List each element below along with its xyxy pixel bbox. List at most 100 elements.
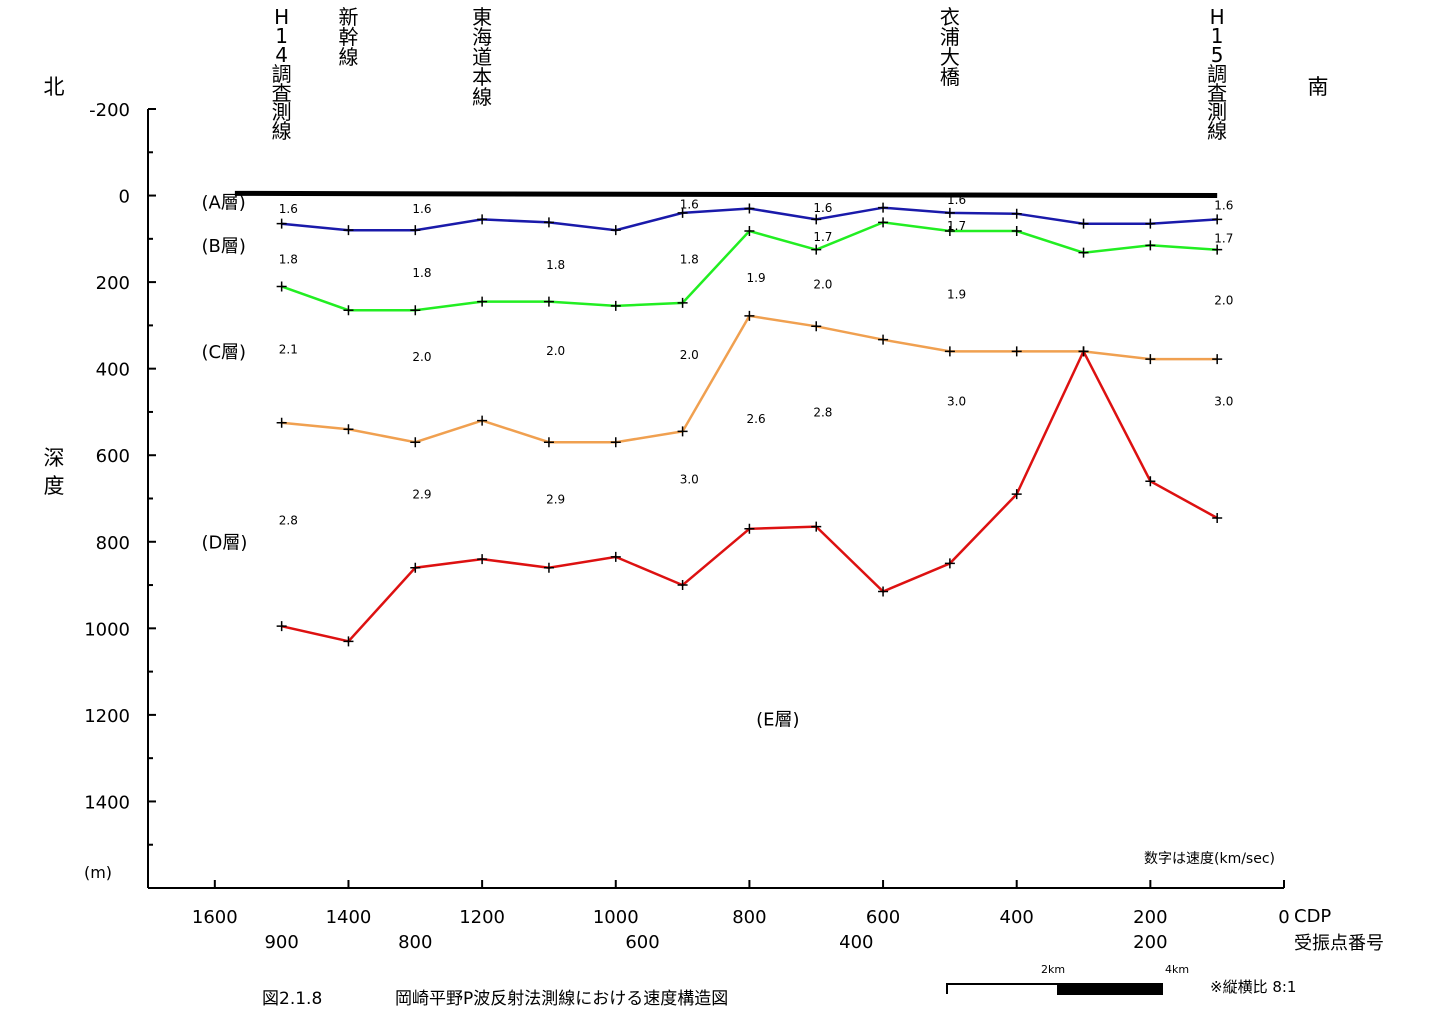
velocity-value: 2.8 <box>279 513 298 527</box>
data-point <box>1011 208 1022 219</box>
velocity-value: 2.9 <box>412 488 431 502</box>
velocity-value: 1.8 <box>412 266 431 280</box>
cdp-tick-label: 1400 <box>326 907 372 928</box>
data-point <box>1212 512 1223 523</box>
layer-label: (C層) <box>201 342 246 363</box>
velocity-value: 1.6 <box>1214 198 1233 212</box>
data-point <box>343 225 354 236</box>
shot-tick-label: 400 <box>839 932 873 953</box>
y-axis-unit: (m) <box>84 863 112 882</box>
data-point <box>610 437 621 448</box>
cdp-tick-label: 1000 <box>593 907 639 928</box>
scale-label-2km: 2km <box>1041 963 1065 976</box>
layer-label: (D層) <box>201 532 247 553</box>
data-point <box>543 296 554 307</box>
velocity-value: 1.6 <box>279 202 298 216</box>
data-point <box>410 305 421 316</box>
cdp-tick-label: 800 <box>732 907 766 928</box>
ground-surface <box>234 190 1218 199</box>
landmark-label: 東海道本線 <box>472 5 492 109</box>
velocity-value: 1.6 <box>412 202 431 216</box>
data-point <box>410 562 421 573</box>
velocity-value: 1.8 <box>680 253 699 267</box>
velocity-value: 1.6 <box>947 193 966 207</box>
data-point <box>744 310 755 321</box>
data-point <box>1011 226 1022 237</box>
data-point <box>1078 346 1089 357</box>
y-tick-label: 1000 <box>84 619 130 640</box>
y-axis-ticks: -200 0 200 400 600 800 1000 1200 1400 <box>84 100 156 846</box>
direction-north: 北 <box>44 75 65 99</box>
data-point <box>477 214 488 225</box>
cdp-tick-label: 1600 <box>192 907 238 928</box>
velocity-value: 2.0 <box>680 348 699 362</box>
velocity-value: 1.9 <box>947 288 966 302</box>
data-point <box>1212 354 1223 365</box>
velocity-value: 1.6 <box>813 201 832 215</box>
data-point <box>944 226 955 237</box>
layer-label: (B層) <box>201 236 245 257</box>
velocity-value: 1.8 <box>279 253 298 267</box>
data-point <box>276 281 287 292</box>
y-tick-label: 400 <box>96 360 130 381</box>
data-point <box>878 202 889 213</box>
velocity-value: 1.7 <box>813 230 832 244</box>
data-point <box>811 244 822 255</box>
layer-label: (A層) <box>201 193 245 214</box>
x-axis-label-cdp: CDP <box>1294 906 1331 927</box>
y-tick-label: 1400 <box>84 792 130 813</box>
cdp-tick-label: 200 <box>1133 907 1167 928</box>
velocity-value: 1.7 <box>947 219 966 233</box>
x-axis-label-shot: 受振点番号 <box>1294 933 1384 954</box>
data-point <box>410 225 421 236</box>
chart-title: 岡崎平野P波反射法測線における速度構造図 <box>395 989 728 1009</box>
series-lines <box>276 202 1223 647</box>
data-point <box>610 225 621 236</box>
data-point <box>878 217 889 228</box>
data-point <box>1145 354 1156 365</box>
data-point <box>1212 214 1223 225</box>
data-point <box>343 636 354 647</box>
velocity-value: 2.0 <box>813 278 832 292</box>
landmark-label: 新幹線 <box>338 5 358 69</box>
y-tick-label: 800 <box>96 533 130 554</box>
layer-labels: (A層) (B層) (C層) (D層) (E層) <box>201 193 799 731</box>
y-tick-label: 200 <box>96 273 130 294</box>
svg-text:東海道本線: 東海道本線 <box>472 5 492 109</box>
data-point <box>276 417 287 428</box>
data-point <box>944 558 955 569</box>
shot-tick-label: 200 <box>1133 932 1167 953</box>
velocity-value: 1.7 <box>1214 231 1233 245</box>
shot-tick-label: 800 <box>398 932 432 953</box>
y-tick-label: 1200 <box>84 706 130 727</box>
shot-tick-label: 600 <box>625 932 659 953</box>
layer-label: (E層) <box>756 710 799 731</box>
data-point <box>811 321 822 332</box>
data-point <box>543 217 554 228</box>
data-point <box>477 296 488 307</box>
cdp-tick-label: 600 <box>866 907 900 928</box>
y-tick-label: -200 <box>89 100 130 121</box>
landmark-label: H 1 4 調査測線 <box>272 5 292 143</box>
data-point <box>276 621 287 632</box>
cdp-tick-label: 400 <box>1000 907 1034 928</box>
velocity-value: 2.1 <box>279 343 298 357</box>
data-point <box>1011 346 1022 357</box>
velocity-value: 3.0 <box>1214 394 1233 408</box>
data-point <box>1011 489 1022 500</box>
landmark-label: 衣浦大橋 <box>940 5 960 89</box>
aspect-ratio-note: ※縦横比 8:1 <box>1210 978 1296 996</box>
cdp-tick-label: 1200 <box>459 907 505 928</box>
data-point <box>543 437 554 448</box>
data-point <box>610 300 621 311</box>
y-tick-label: 600 <box>96 446 130 467</box>
data-point <box>677 297 688 308</box>
data-point <box>276 218 287 229</box>
data-point <box>1145 218 1156 229</box>
landmark-labels: H 1 4 調査測線 新幹線 東海道本線 衣浦大橋 H 1 5 調査測線 <box>272 5 1228 143</box>
data-point <box>610 551 621 562</box>
data-point <box>878 586 889 597</box>
velocity-value: 3.0 <box>947 394 966 408</box>
